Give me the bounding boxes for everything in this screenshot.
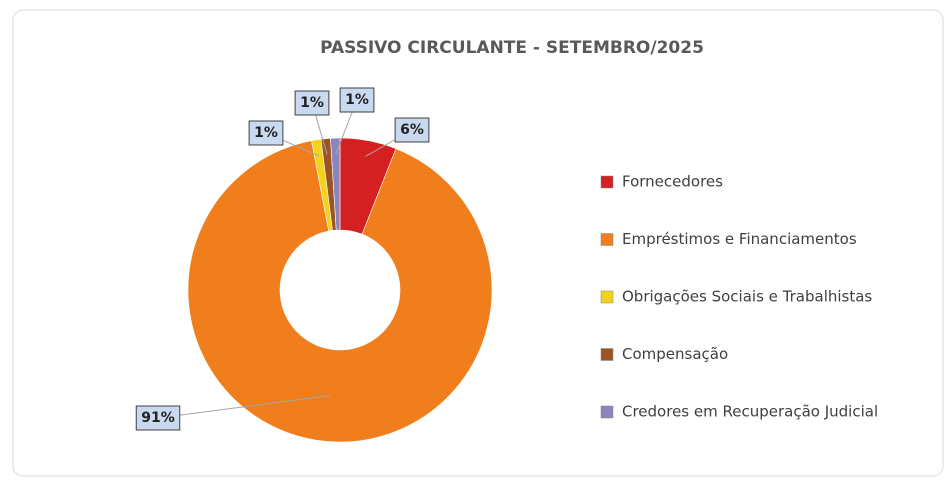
legend-label: Fornecedores [622,173,723,191]
data-label: 91% [141,410,175,426]
data-label: 1% [254,125,278,141]
legend-swatch [600,175,614,189]
data-label-box [294,90,330,116]
leader-line [157,395,331,419]
legend-label: Compensação [622,345,728,363]
data-label-box [339,87,375,113]
legend-swatch [600,233,614,246]
donut-slice [187,140,493,443]
legend-label: Empréstimos e Financiamentos [622,230,857,248]
donut-slice [330,137,341,231]
data-label-box [394,117,430,143]
legend-swatch [600,290,614,304]
legend-swatch [600,348,614,361]
chart-title: PASSIVO CIRCULANTE - SETEMBRO/2025 [320,38,704,58]
data-label-box [248,120,284,146]
data-label: 1% [300,95,324,111]
legend-label: Credores em Recuperação Judicial [622,403,878,421]
data-label: 6% [400,122,424,138]
data-label-box [135,405,181,431]
legend-swatch [600,405,614,419]
data-label: 1% [345,92,369,108]
legend-label: Obrigações Sociais e Trabalhistas [622,288,872,306]
